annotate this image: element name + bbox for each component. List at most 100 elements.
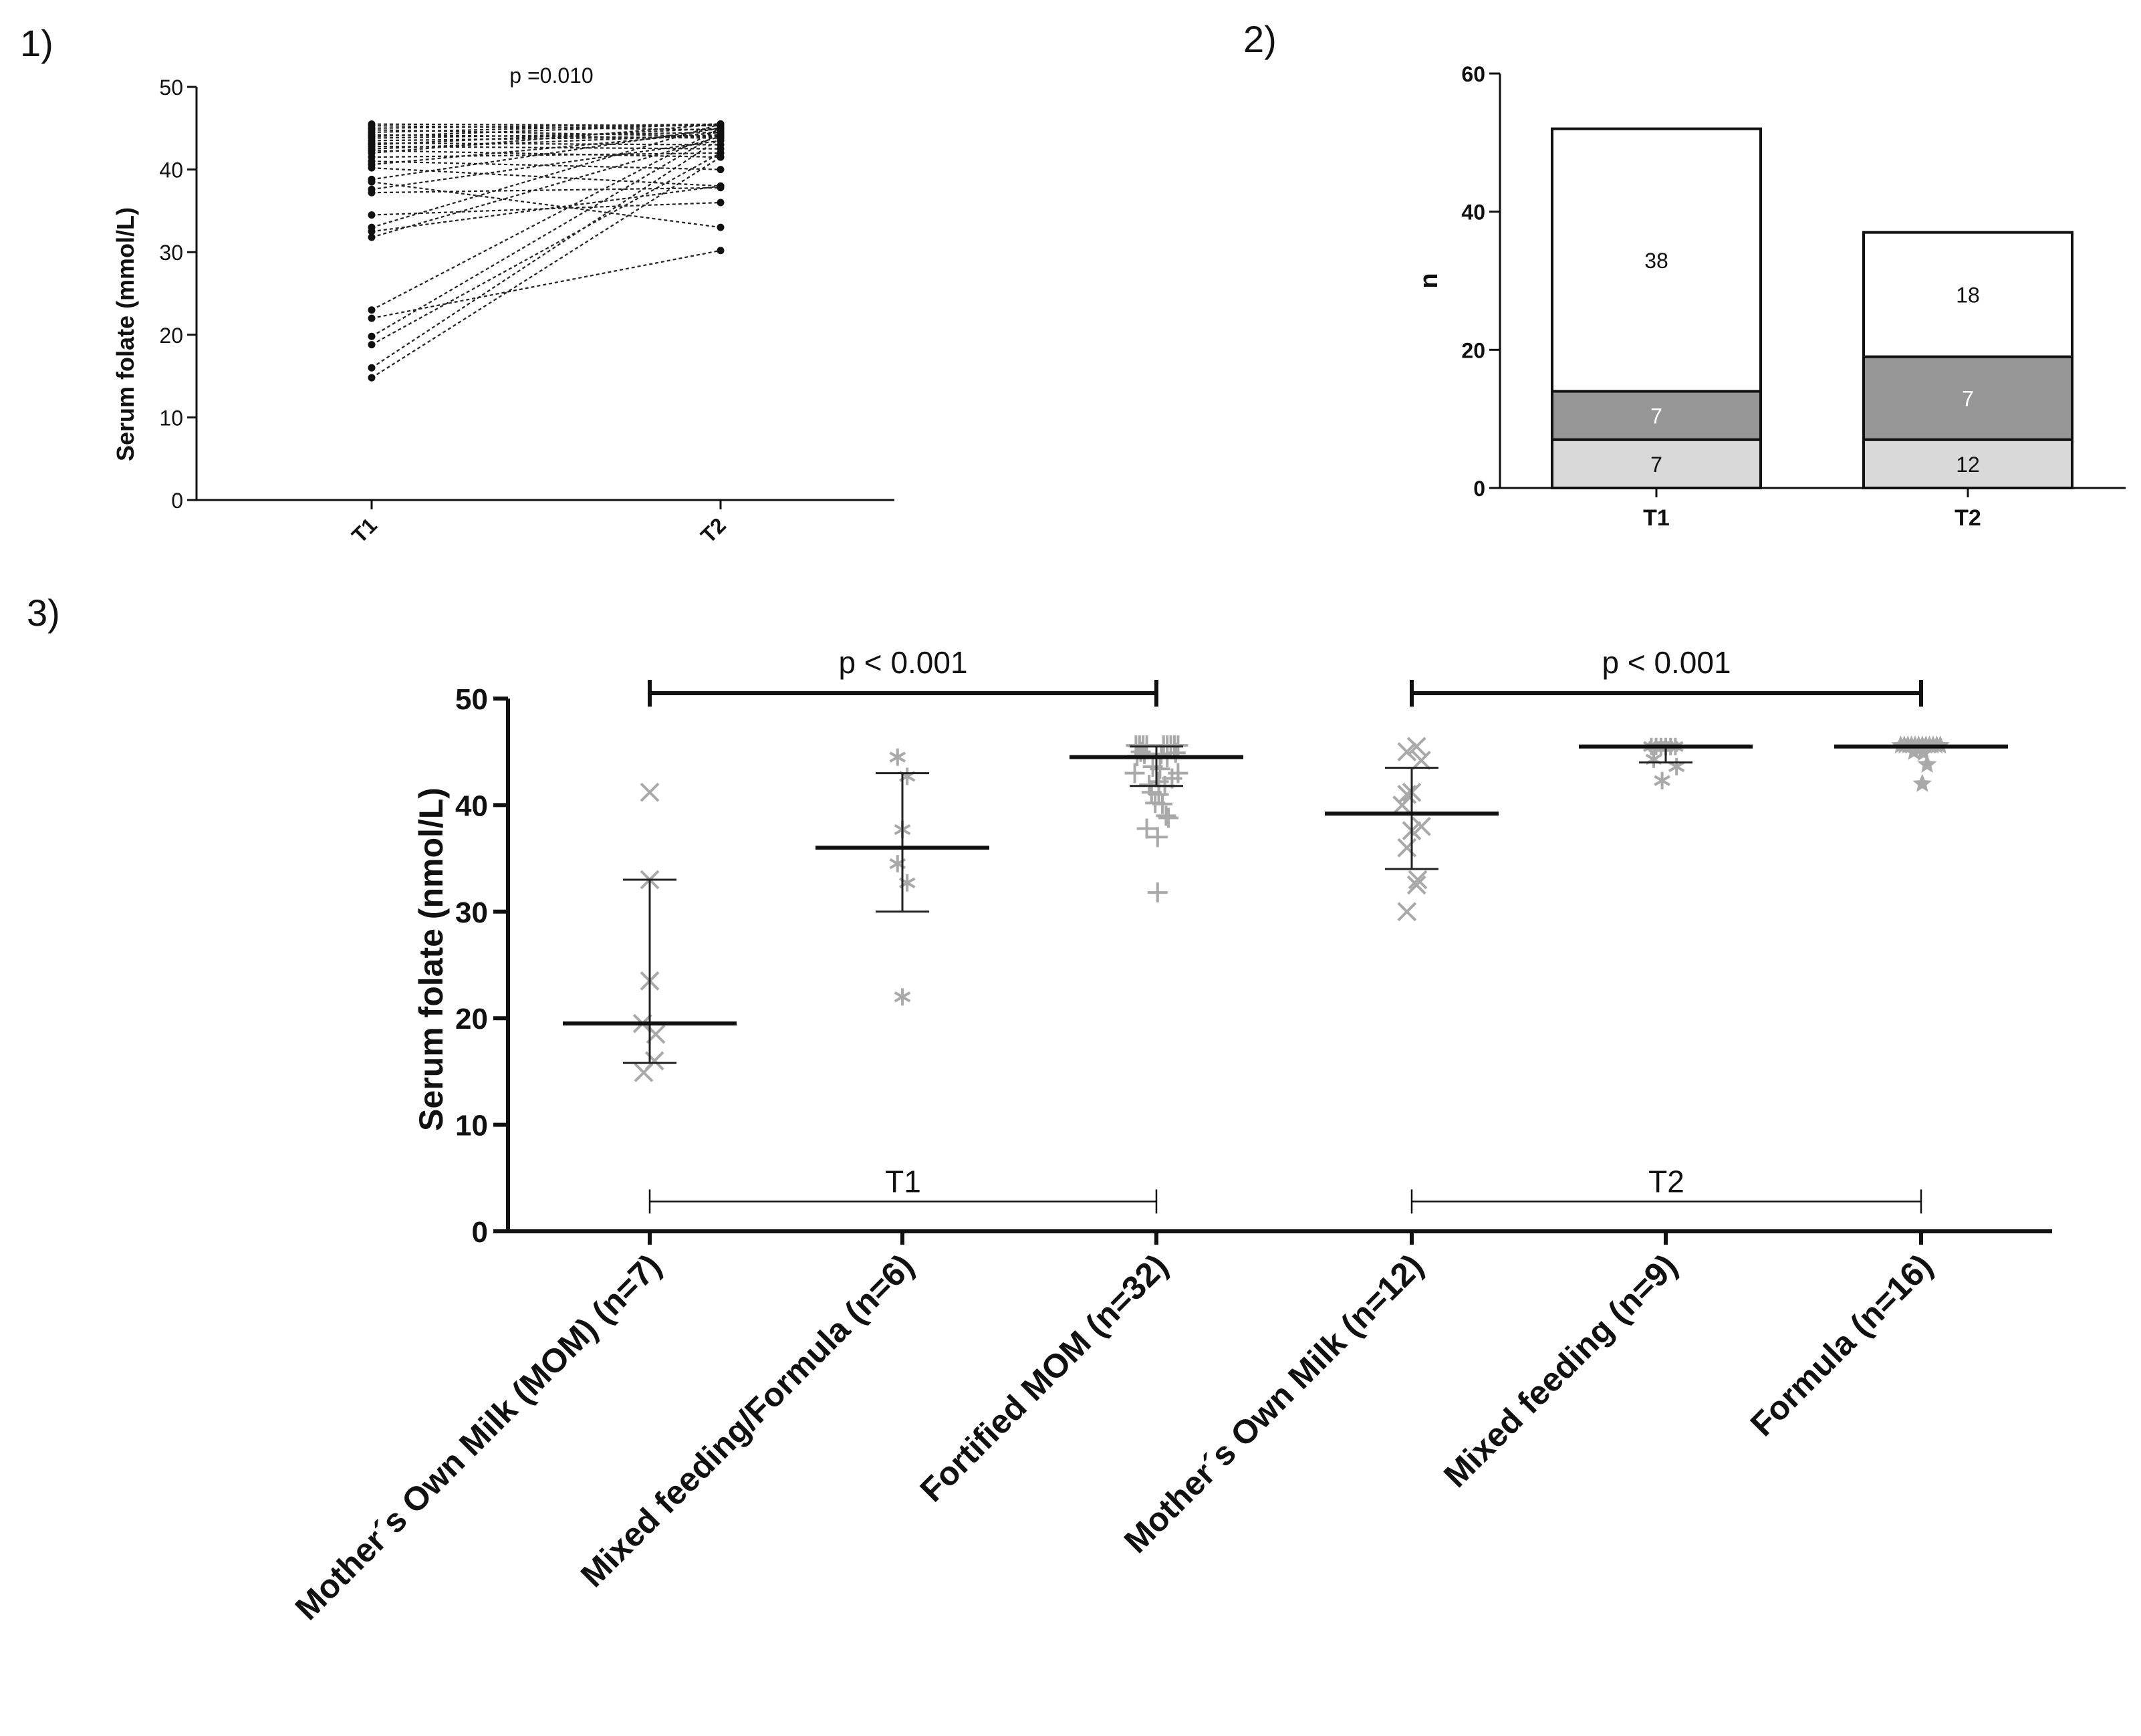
y-tick-label: 20 [159, 324, 183, 348]
data-point-asterisk [894, 988, 911, 1006]
significance-label: p < 0.001 [1602, 645, 1731, 680]
panel1-pairs-group [368, 120, 725, 382]
data-point-plus [1158, 808, 1178, 828]
t1-point [368, 374, 376, 382]
pair-line [371, 152, 721, 346]
pair-line [371, 127, 721, 180]
t1-point [368, 211, 376, 219]
y-tick-label: 10 [455, 1110, 488, 1142]
panel2-axes: 0 20 40 60 T1 T2 [1461, 62, 2126, 531]
data-point-plus [1147, 827, 1168, 848]
data-point-plus [1148, 771, 1169, 792]
pair-line [371, 127, 721, 311]
pair-line [371, 156, 721, 379]
panel-label-3: 3) [27, 592, 60, 634]
y-tick-label: 0 [1473, 477, 1485, 501]
panel1-axes: 0 10 20 30 40 50 T1 T2 [159, 76, 894, 547]
t2-point [717, 182, 725, 190]
pair-line [371, 142, 721, 146]
panel1-y-axis-label: Serum folate (mmol/L) [112, 207, 139, 461]
y-tick-label: 40 [1461, 201, 1485, 225]
data-point-x [1406, 737, 1426, 757]
panel-3-scatter-chart: Serum folate (nmol/L) p < 0.001 p < 0.001… [288, 645, 2052, 1627]
t1-point [368, 233, 376, 241]
y-tick-label: 50 [159, 76, 183, 100]
panel2-y-axis-label: n [1415, 273, 1443, 288]
pair-line [371, 187, 721, 194]
t1-point [368, 189, 376, 197]
data-point-plus [1156, 805, 1176, 826]
bar-segment-label: 38 [1644, 249, 1668, 273]
bar-segment-middle [1551, 390, 1762, 441]
data-point-plus [1168, 763, 1188, 783]
t1-point [368, 227, 376, 235]
t2-point [717, 134, 725, 142]
y-tick-label: 40 [159, 158, 183, 182]
data-point-asterisk [1668, 758, 1685, 776]
bar-segment-label: 7 [1650, 453, 1662, 477]
panel3-brackets-group: p < 0.001 p < 0.001 T1 T2 [648, 645, 1923, 1214]
significance-label: p < 0.001 [838, 645, 967, 680]
y-tick-label: 30 [455, 896, 488, 929]
x-tick-label: Mixed feeding (n=9) [1436, 1247, 1684, 1495]
bar-segment-top [1551, 127, 1762, 393]
pair-line [371, 123, 721, 154]
data-point-star [1917, 754, 1937, 773]
data-point-star [1930, 735, 1950, 754]
data-point-x [634, 1063, 654, 1082]
bar-segment-top [1862, 231, 2073, 358]
panel1-p-value: p =0.010 [509, 64, 593, 88]
bar-segment-label: 18 [1956, 283, 1980, 307]
period-label: T2 [1648, 1164, 1684, 1199]
t2-point [717, 247, 725, 255]
t1-point [368, 164, 376, 172]
y-tick-label: 60 [1461, 62, 1485, 86]
pair-line [371, 185, 721, 233]
pair-line [371, 132, 721, 338]
data-point-star [1914, 743, 1933, 761]
y-tick-label: 20 [455, 1003, 488, 1035]
pair-line [371, 123, 721, 229]
panel3-median-iqr-group [563, 744, 2008, 1064]
y-tick-label: 30 [159, 241, 183, 265]
t1-point [368, 332, 376, 340]
y-tick-label: 0 [472, 1216, 488, 1249]
t1-point [368, 341, 376, 349]
data-point-x [1408, 870, 1428, 890]
y-tick-label: 20 [1461, 338, 1485, 362]
pair-line [371, 127, 721, 146]
panel-label-1: 1) [20, 22, 53, 64]
x-tick-label: Mother´s Own Milk (n=12) [1117, 1247, 1430, 1560]
data-point-star [1912, 773, 1932, 792]
t2-point [717, 153, 725, 161]
pair-line [371, 181, 721, 229]
panel-label-2: 2) [1243, 18, 1277, 60]
data-point-x [1397, 838, 1417, 858]
period-label: T1 [885, 1164, 921, 1199]
data-point-x [1411, 751, 1431, 770]
t2-point [717, 199, 725, 207]
bar-segment-label: 12 [1956, 453, 1980, 477]
y-tick-label: 10 [159, 406, 183, 430]
panel-1-paired-line-chart: Serum folate (mmol/L) p =0.010 0 10 20 30 40… [112, 64, 894, 547]
data-point-asterisk [1654, 771, 1670, 789]
data-point-asterisk [889, 748, 906, 766]
t1-point [368, 178, 376, 186]
pair-line [371, 137, 721, 369]
data-point-star [1904, 741, 1924, 760]
t1-point [368, 364, 376, 372]
pair-line [371, 129, 721, 138]
pair-line [371, 136, 721, 239]
data-point-asterisk [1645, 750, 1662, 768]
x-tick-label: Fortified MOM (n=32) [913, 1247, 1175, 1509]
t2-point [717, 166, 725, 174]
pair-line [371, 123, 721, 138]
x-tick-label: Formula (n=16) [1743, 1247, 1940, 1443]
pair-line [371, 131, 721, 139]
data-point-x [1397, 742, 1417, 762]
x-tick-label: T2 [1955, 505, 1981, 531]
bar-segment-bottom [1862, 438, 2073, 490]
panel2-bars-group: 7 7 38 12 7 18 [1551, 127, 2073, 490]
